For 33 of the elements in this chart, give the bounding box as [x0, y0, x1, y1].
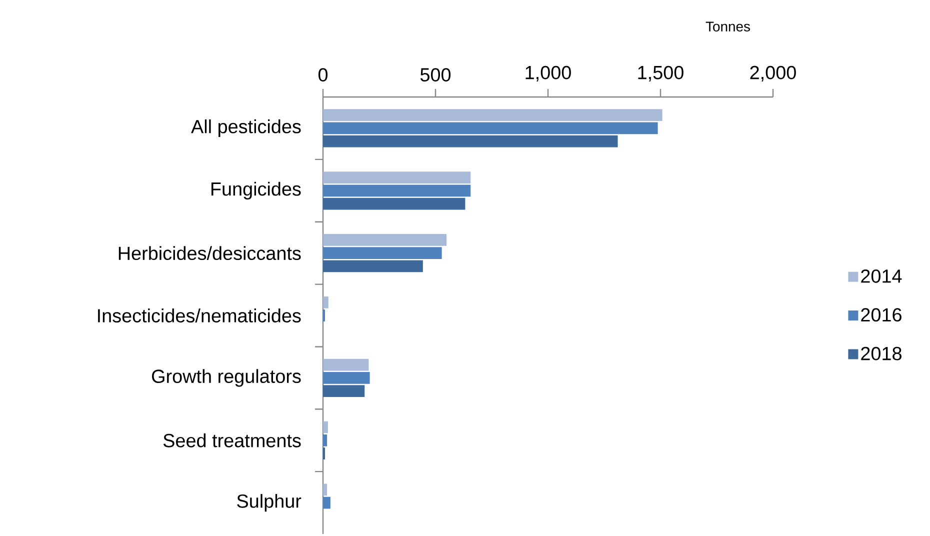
x-tick-label: 500 [420, 68, 451, 82]
bar [323, 198, 466, 210]
bar [323, 421, 328, 434]
bar [323, 358, 369, 371]
bar [323, 109, 662, 122]
y-tick-label: Sulphur [237, 494, 302, 512]
bar [323, 122, 658, 134]
bar [323, 372, 370, 384]
bar [323, 234, 447, 246]
bar [323, 135, 618, 148]
y-tick-label: Growth regulators [152, 369, 301, 387]
bar [323, 496, 330, 509]
x-tick-label: 1,000 [526, 66, 571, 82]
bar [323, 296, 328, 308]
bar [323, 260, 423, 272]
bar [323, 184, 471, 197]
bar [323, 385, 365, 397]
y-tick-label: Insecticides/nematicides [98, 308, 301, 322]
x-tick-label: 1,500 [638, 66, 684, 82]
legend-label: 2014 [861, 269, 902, 283]
bar [323, 434, 328, 446]
legend-label: 2018 [861, 346, 902, 360]
bar [323, 172, 471, 184]
x-axis-title: Tonnes [706, 22, 750, 32]
bar [323, 484, 328, 496]
y-tick-label: Seed treatments [163, 433, 301, 448]
y-tick-label: Herbicides/desiccants [118, 246, 301, 260]
x-tick-label: 2,000 [750, 66, 796, 82]
bar [323, 247, 442, 260]
y-tick-label: All pesticides [191, 119, 301, 138]
x-tick-label: 0 [318, 68, 328, 82]
y-tick-label: Fungicides [211, 182, 301, 200]
legend-label: 2016 [861, 308, 902, 322]
